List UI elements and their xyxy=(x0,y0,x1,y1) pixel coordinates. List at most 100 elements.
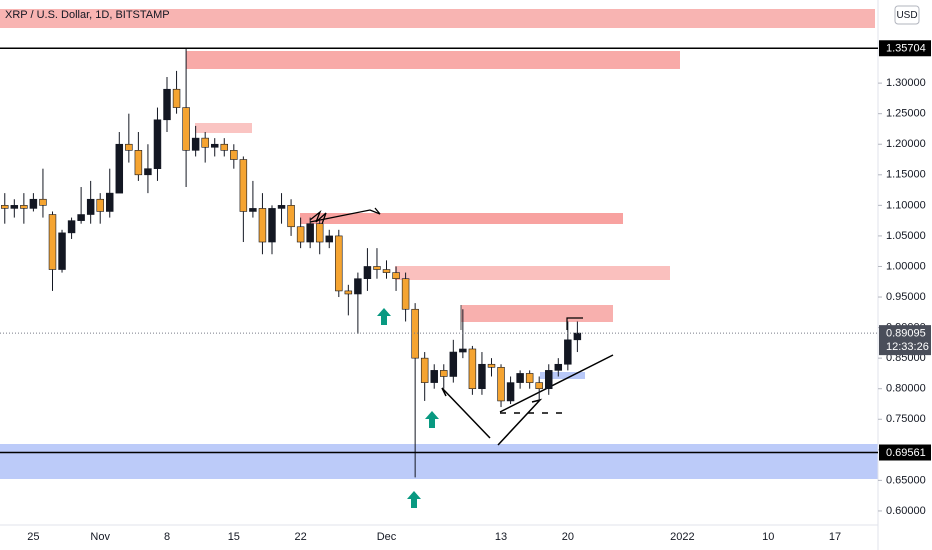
candle-body xyxy=(478,363,486,390)
candle-body xyxy=(39,198,47,206)
y-tick-label: 1.05000 xyxy=(886,230,926,242)
candle-body xyxy=(277,205,286,209)
candle-body xyxy=(210,143,219,148)
signal-arrow xyxy=(425,411,439,428)
candle-body xyxy=(564,339,572,365)
candle-body xyxy=(249,208,257,212)
candle-body xyxy=(468,348,477,390)
x-tick-label: Nov xyxy=(90,531,110,543)
candle-body xyxy=(440,370,448,377)
candle-body xyxy=(163,88,171,121)
candle-body xyxy=(134,150,143,176)
y-tick-label: 1.25000 xyxy=(886,108,926,120)
x-tick-label: Dec xyxy=(377,531,397,543)
arrow xyxy=(441,387,491,439)
marker-line xyxy=(566,317,583,330)
candle-body xyxy=(239,159,248,212)
candle-body xyxy=(315,223,324,243)
candle-body xyxy=(268,208,276,243)
candle-body xyxy=(106,192,114,212)
currency-button[interactable] xyxy=(894,5,920,25)
candle-body xyxy=(325,235,333,243)
candle-body xyxy=(545,370,553,390)
y-tick-label: 0.95000 xyxy=(886,291,926,303)
currency-label[interactable]: USD xyxy=(896,10,917,21)
arrow xyxy=(309,209,327,225)
level-label-box xyxy=(879,444,931,461)
candle-body xyxy=(230,150,238,160)
candle-body xyxy=(67,220,76,234)
candle-body xyxy=(535,382,543,390)
candle-body xyxy=(153,119,162,169)
candle-body xyxy=(506,382,515,402)
zone xyxy=(0,9,875,28)
x-tick-label: 20 xyxy=(562,531,574,543)
zone xyxy=(540,372,585,379)
zone xyxy=(0,444,878,479)
candle-body xyxy=(497,367,505,402)
candle-body xyxy=(382,269,391,273)
candle-body xyxy=(401,278,410,310)
y-tick-label: 1.30000 xyxy=(886,77,926,89)
x-tick-label: 10 xyxy=(762,531,774,543)
y-tick-label: 0.60000 xyxy=(886,505,926,517)
candle-body xyxy=(411,308,419,359)
candle-body xyxy=(58,232,66,270)
x-tick-label: 8 xyxy=(164,531,170,543)
candle-body xyxy=(220,143,229,151)
x-tick-label: 2022 xyxy=(670,531,694,543)
candle-body xyxy=(10,205,19,209)
candle-body xyxy=(1,205,9,209)
candle-body xyxy=(201,137,209,148)
candle-body xyxy=(125,143,133,151)
candle-body xyxy=(96,198,104,212)
candle-body xyxy=(430,370,438,383)
candle-body xyxy=(115,143,124,194)
x-tick-label: 17 xyxy=(829,531,841,543)
candle-body xyxy=(144,168,152,176)
candle-body xyxy=(287,205,295,228)
candle-body xyxy=(182,107,190,151)
candle-body xyxy=(459,348,467,353)
x-tick-label: 13 xyxy=(495,531,507,543)
zone xyxy=(300,213,623,224)
candle-body xyxy=(29,198,38,209)
chart-title: XRP / U.S. Dollar, 1D, BITSTAMP xyxy=(5,9,170,21)
candle-body xyxy=(20,205,28,209)
level-label-box xyxy=(879,40,931,57)
candle-body xyxy=(373,266,381,270)
last-price-box xyxy=(879,325,931,356)
arrow xyxy=(497,398,543,446)
x-tick-label: 15 xyxy=(228,531,240,543)
candle-body xyxy=(48,214,57,270)
candle-body xyxy=(86,198,95,215)
x-tick-label: 22 xyxy=(294,531,306,543)
candle-body xyxy=(77,214,85,221)
candle-body xyxy=(306,223,314,243)
candle-body xyxy=(335,235,343,292)
candle-body xyxy=(258,208,267,243)
candle-body xyxy=(354,278,362,295)
zone xyxy=(186,51,680,69)
arrow xyxy=(309,207,381,223)
y-tick-label: 0.65000 xyxy=(886,474,926,486)
candle-body xyxy=(392,272,400,279)
y-tick-label: 1.15000 xyxy=(886,169,926,181)
y-tick-label: 1.20000 xyxy=(886,138,926,150)
candle-body xyxy=(191,137,200,151)
candle-body xyxy=(363,266,372,279)
x-tick-label: 25 xyxy=(27,531,39,543)
candle-body xyxy=(172,88,181,108)
drawings xyxy=(0,9,878,508)
candle-body xyxy=(449,351,458,377)
candle-body xyxy=(573,332,582,341)
candle-body xyxy=(344,290,353,295)
candle-body xyxy=(554,363,563,371)
countdown-label: 12:33:26 xyxy=(886,341,929,353)
level-label: 0.69561 xyxy=(886,447,926,459)
candle-body xyxy=(487,363,496,368)
y-tick-label: 1.10000 xyxy=(886,199,926,211)
trendline xyxy=(499,354,614,413)
level-label: 1.35704 xyxy=(886,43,926,55)
